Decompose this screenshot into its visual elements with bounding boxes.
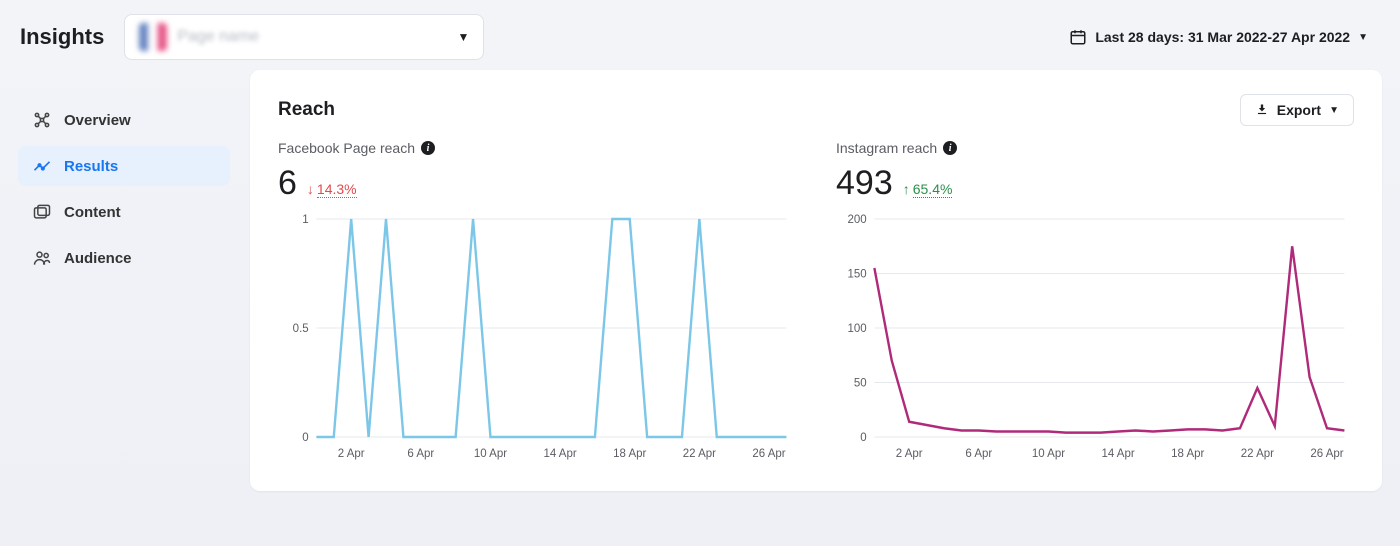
- people-icon: [32, 248, 52, 268]
- ig-reach-value: 493: [836, 164, 893, 203]
- page-selector-dropdown[interactable]: Page name ▼: [124, 14, 484, 60]
- svg-text:0.5: 0.5: [293, 322, 309, 335]
- sidebar-item-audience[interactable]: Audience: [18, 238, 230, 278]
- sidebar-item-label: Content: [64, 204, 121, 221]
- graph-icon: [32, 110, 52, 130]
- svg-text:6 Apr: 6 Apr: [407, 447, 434, 460]
- fb-reach-value: 6: [278, 164, 297, 203]
- svg-text:10 Apr: 10 Apr: [474, 447, 507, 460]
- chevron-down-icon: ▼: [1329, 105, 1339, 116]
- chart-title: Instagram reach: [836, 140, 937, 156]
- svg-text:100: 100: [847, 322, 867, 335]
- date-range-picker[interactable]: Last 28 days: 31 Mar 2022-27 Apr 2022 ▼: [1069, 28, 1380, 46]
- fb-reach-delta: ↓ 14.3%: [307, 181, 357, 198]
- svg-text:150: 150: [847, 267, 867, 280]
- fb-reach-plot: 0 0.5 1 2 Apr 6 Apr 10 Apr 14 Apr 18 Apr 22 Apr 2…: [278, 213, 796, 463]
- arrow-up-icon: ↑: [903, 181, 910, 197]
- svg-text:10 Apr: 10 Apr: [1032, 447, 1065, 460]
- calendar-icon: [1069, 28, 1087, 46]
- sidebar-item-label: Results: [64, 158, 118, 175]
- download-icon: [1255, 103, 1269, 117]
- svg-text:6 Apr: 6 Apr: [965, 447, 992, 460]
- sidebar-item-label: Overview: [64, 112, 131, 129]
- chevron-down-icon: ▼: [1358, 32, 1368, 43]
- date-range-label: Last 28 days: 31 Mar 2022-27 Apr 2022: [1095, 29, 1350, 45]
- svg-text:18 Apr: 18 Apr: [613, 447, 646, 460]
- reach-panel: Reach Export ▼ Facebook Page reach i: [250, 70, 1382, 491]
- export-button[interactable]: Export ▼: [1240, 94, 1354, 126]
- sidebar: Overview Results Content Audience: [18, 70, 230, 491]
- page-selector-label: Page name: [177, 28, 447, 46]
- svg-text:14 Apr: 14 Apr: [543, 447, 576, 460]
- svg-text:22 Apr: 22 Apr: [1241, 447, 1274, 460]
- trend-icon: [32, 156, 52, 176]
- sidebar-item-content[interactable]: Content: [18, 192, 230, 232]
- chevron-down-icon: ▼: [457, 30, 469, 44]
- sidebar-item-label: Audience: [64, 250, 132, 267]
- arrow-down-icon: ↓: [307, 181, 314, 197]
- sidebar-item-overview[interactable]: Overview: [18, 100, 230, 140]
- sidebar-item-results[interactable]: Results: [18, 146, 230, 186]
- svg-text:0: 0: [860, 431, 867, 444]
- svg-text:18 Apr: 18 Apr: [1171, 447, 1204, 460]
- export-label: Export: [1277, 102, 1321, 118]
- chart-title: Facebook Page reach: [278, 140, 415, 156]
- ig-reach-delta: ↑ 65.4%: [903, 181, 953, 198]
- info-icon[interactable]: i: [943, 141, 957, 155]
- svg-text:22 Apr: 22 Apr: [683, 447, 716, 460]
- brand-title: Insights: [20, 24, 104, 50]
- facebook-reach-chart: Facebook Page reach i 6 ↓ 14.3% 0 0.5 1 2 A…: [278, 140, 796, 463]
- svg-text:0: 0: [302, 431, 309, 444]
- svg-text:1: 1: [302, 213, 308, 226]
- svg-text:2 Apr: 2 Apr: [338, 447, 365, 460]
- svg-text:2 Apr: 2 Apr: [896, 447, 923, 460]
- panel-title: Reach: [278, 99, 335, 121]
- svg-text:26 Apr: 26 Apr: [752, 447, 785, 460]
- page-avatar: [139, 23, 167, 51]
- instagram-reach-chart: Instagram reach i 493 ↑ 65.4% 0 50 100 150 2…: [836, 140, 1354, 463]
- topbar: Insights Page name ▼ Last 28 days: 31 Ma…: [0, 0, 1400, 70]
- svg-text:200: 200: [847, 213, 867, 226]
- svg-text:26 Apr: 26 Apr: [1310, 447, 1343, 460]
- svg-text:14 Apr: 14 Apr: [1101, 447, 1134, 460]
- cards-icon: [32, 202, 52, 222]
- svg-text:50: 50: [854, 376, 867, 389]
- info-icon[interactable]: i: [421, 141, 435, 155]
- ig-reach-plot: 0 50 100 150 200 2 Apr 6 Apr 10 Apr 14 Apr 18 Apr…: [836, 213, 1354, 463]
